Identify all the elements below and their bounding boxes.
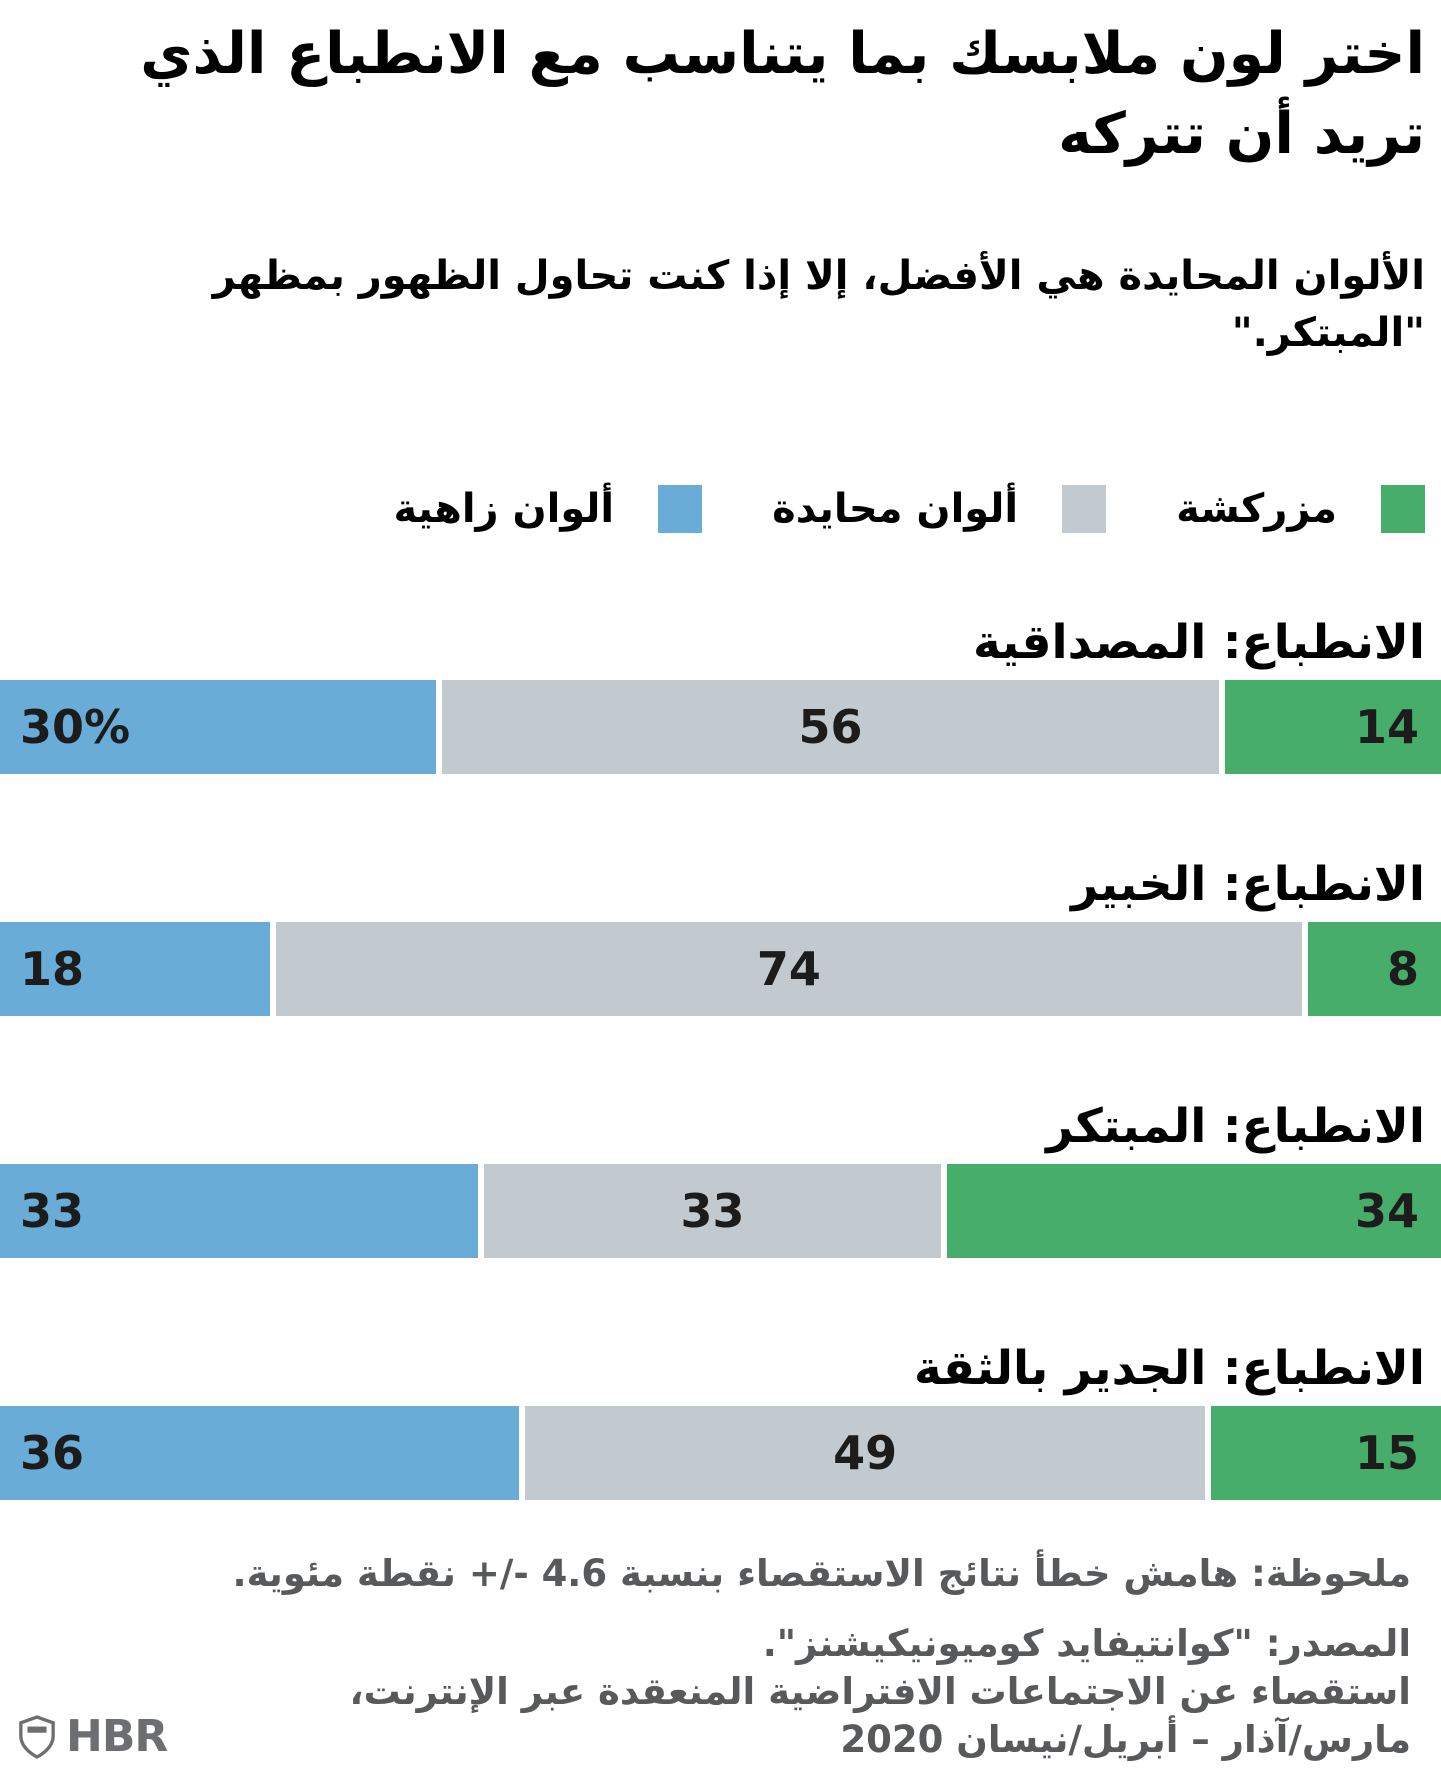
chart-source: المصدر: "كوانتيفايد كوميونيكيشنز". استقص…: [0, 1620, 1441, 1764]
bar-segment-bright: 33: [0, 1164, 478, 1258]
legend-item-neutral: ألوان محايدة: [772, 485, 1107, 533]
bar-segment-neutral: 56: [442, 680, 1219, 774]
patterned-color-swatch-icon: [1381, 485, 1425, 533]
chart-legend: مزركشة ألوان محايدة ألوان زاهية: [0, 484, 1441, 534]
bar-segment-neutral: 74: [275, 922, 1303, 1016]
bar-segment-patterned: 8: [1308, 922, 1441, 1016]
stacked-bar-trustworthy: 36 49 15: [0, 1406, 1441, 1500]
bright-color-swatch-icon: [658, 485, 703, 533]
bar-segment-bright: 30%: [0, 680, 437, 774]
page-subtitle: الألوان المحايدة هي الأفضل، إلا إذا كنت …: [212, 253, 1425, 356]
bar-segment-bright: 36: [0, 1406, 520, 1500]
bar-segment-patterned: 14: [1224, 680, 1441, 774]
page-title: اختر لون ملابسك بما يتناسب مع الانطباع ا…: [140, 21, 1425, 167]
legend-item-bright: ألوان زاهية: [394, 485, 703, 533]
bar-segment-neutral: 49: [525, 1406, 1205, 1500]
source-line-3: مارس/آذار – أبريل/نيسان 2020: [840, 1718, 1411, 1761]
bar-segment-neutral: 33: [483, 1164, 942, 1258]
legend-label-bright: ألوان زاهية: [393, 486, 615, 532]
stacked-bar-expert: 18 74 8: [0, 922, 1441, 1016]
bar-segment-patterned: 34: [947, 1164, 1441, 1258]
bar-group-label-trustworthy: الانطباع: الجدير بالثقة: [913, 1341, 1425, 1396]
legend-item-patterned: مزركشة: [1176, 485, 1425, 533]
bar-group-label-innovative: الانطباع: المبتكر: [1046, 1099, 1425, 1154]
bar-segment-patterned: 15: [1210, 1406, 1441, 1500]
hbr-shield-icon: [19, 1714, 55, 1759]
chart-note: ملحوظة: هامش خطأ نتائج الاستقصاء بنسبة ‎…: [232, 1552, 1411, 1595]
hbr-logo-text: HBR: [66, 1711, 168, 1762]
legend-label-patterned: مزركشة: [1176, 486, 1337, 532]
stacked-bar-innovative: 33 33 34: [0, 1164, 1441, 1258]
hbr-logo: HBR: [18, 1711, 168, 1762]
legend-label-neutral: ألوان محايدة: [772, 486, 1019, 532]
bar-group-label-credibility: الانطباع: المصداقية: [973, 615, 1425, 670]
stacked-bar-credibility: 30% 56 14: [0, 680, 1441, 774]
bar-group-label-expert: الانطباع: الخبير: [1071, 857, 1425, 912]
source-line-1: المصدر: "كوانتيفايد كوميونيكيشنز".: [762, 1622, 1411, 1665]
bar-segment-bright: 18: [0, 922, 270, 1016]
source-line-2: استقصاء عن الاجتماعات الافتراضية المنعقد…: [349, 1670, 1411, 1713]
neutral-color-swatch-icon: [1062, 485, 1107, 533]
